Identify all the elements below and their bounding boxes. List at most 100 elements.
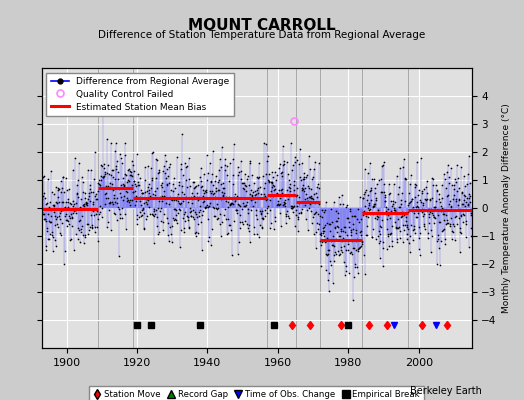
Point xyxy=(464,202,473,208)
Point xyxy=(115,253,123,259)
Point xyxy=(144,197,152,204)
Point xyxy=(428,210,436,216)
Point xyxy=(156,208,164,214)
Point xyxy=(155,166,163,173)
Point xyxy=(101,169,110,175)
Point xyxy=(441,236,449,242)
Point xyxy=(428,194,436,201)
Point xyxy=(230,218,238,225)
Point xyxy=(94,180,103,186)
Point xyxy=(275,165,283,171)
Point xyxy=(195,194,203,200)
Point xyxy=(307,208,315,214)
Point xyxy=(155,169,163,176)
Point xyxy=(179,229,188,235)
Point xyxy=(294,199,303,206)
Point xyxy=(430,214,438,220)
Point xyxy=(279,143,288,150)
Point xyxy=(355,219,363,226)
Point xyxy=(105,200,114,206)
Point xyxy=(196,219,205,225)
Point xyxy=(285,192,293,199)
Point xyxy=(296,199,304,205)
Point xyxy=(62,223,71,230)
Point xyxy=(311,200,319,206)
Point xyxy=(304,227,312,234)
Point xyxy=(326,237,335,244)
Point xyxy=(185,183,194,190)
Point xyxy=(188,196,196,202)
Point xyxy=(141,177,149,183)
Point xyxy=(39,211,48,218)
Point xyxy=(202,187,210,193)
Point xyxy=(67,211,75,218)
Point xyxy=(64,217,72,224)
Point xyxy=(247,187,256,193)
Point xyxy=(53,220,61,227)
Point xyxy=(460,192,468,198)
Point xyxy=(394,225,402,231)
Point xyxy=(157,218,166,224)
Point xyxy=(455,196,463,202)
Point xyxy=(187,208,195,214)
Point xyxy=(333,224,342,230)
Point xyxy=(460,173,468,180)
Point xyxy=(90,176,98,182)
Point xyxy=(269,174,277,180)
Point xyxy=(221,206,230,212)
Point xyxy=(294,228,302,234)
Point xyxy=(141,164,149,170)
Point xyxy=(375,240,383,246)
Point xyxy=(244,224,253,231)
Point xyxy=(465,195,473,202)
Point xyxy=(146,195,154,201)
Point xyxy=(201,204,210,210)
Point xyxy=(45,218,53,224)
Point xyxy=(67,206,75,212)
Point xyxy=(364,205,373,212)
Point xyxy=(144,163,152,169)
Point xyxy=(274,198,282,204)
Point xyxy=(463,195,471,201)
Point xyxy=(199,187,207,194)
Point xyxy=(166,194,174,200)
Point xyxy=(166,224,174,230)
Point xyxy=(86,198,95,204)
Point xyxy=(81,232,89,238)
Point xyxy=(205,195,214,201)
Point xyxy=(319,225,328,232)
Point xyxy=(460,212,468,219)
Point xyxy=(232,206,241,213)
Point xyxy=(379,244,388,251)
Point xyxy=(289,182,298,188)
Point xyxy=(55,186,63,192)
Point xyxy=(145,180,153,187)
Point xyxy=(276,161,285,167)
Point xyxy=(262,171,270,177)
Point xyxy=(92,191,101,198)
Point xyxy=(268,180,276,186)
Point xyxy=(132,182,140,189)
Point xyxy=(85,190,93,196)
Point xyxy=(165,201,173,207)
Point xyxy=(400,156,408,162)
Point xyxy=(41,216,49,222)
Point xyxy=(450,182,458,188)
Point xyxy=(172,207,181,213)
Point xyxy=(248,172,256,178)
Point xyxy=(442,185,451,192)
Point xyxy=(68,215,76,222)
Point xyxy=(172,197,180,204)
Point xyxy=(361,202,369,209)
Point xyxy=(462,218,471,224)
Point xyxy=(423,178,431,184)
Point xyxy=(210,205,218,211)
Point xyxy=(337,226,346,232)
Point xyxy=(162,166,171,173)
Point xyxy=(391,207,399,214)
Point xyxy=(357,215,365,222)
Point xyxy=(296,174,304,180)
Point xyxy=(362,186,370,193)
Point xyxy=(309,196,317,202)
Point xyxy=(213,204,222,211)
